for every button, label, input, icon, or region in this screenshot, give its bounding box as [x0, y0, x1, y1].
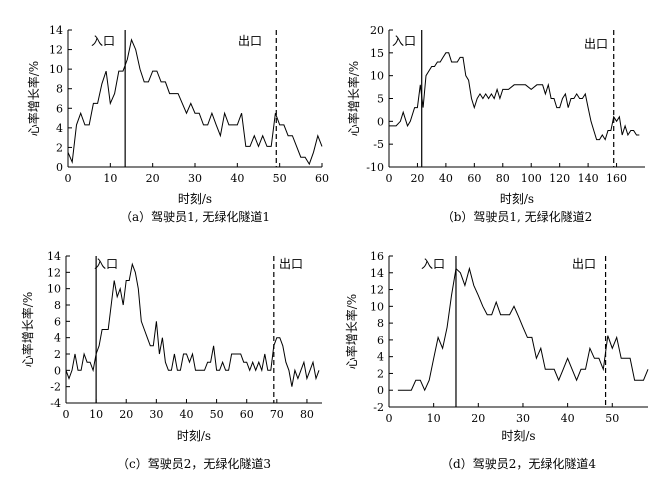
y-tick-label: 10 — [49, 63, 63, 76]
x-axis-label: 时刻/s — [501, 429, 535, 443]
series-line — [397, 266, 649, 392]
x-tick-label: 60 — [315, 172, 329, 185]
y-tick-label: 14 — [49, 24, 63, 37]
x-tick-label: 50 — [273, 172, 287, 185]
y-tick-label: 10 — [370, 70, 384, 83]
exit-label: 出口 — [238, 34, 262, 48]
x-tick-label: 40 — [230, 172, 244, 185]
y-tick-label: 4 — [54, 332, 61, 345]
y-tick-label: 12 — [49, 44, 63, 57]
y-tick-label: 8 — [54, 299, 61, 312]
x-tick-label: 60 — [240, 408, 254, 421]
y-tick-label: 0 — [54, 364, 61, 377]
x-tick-label: 160 — [606, 172, 627, 185]
entry-label: 入口 — [91, 34, 115, 48]
x-tick-label: 50 — [605, 412, 619, 425]
entry-label: 入口 — [94, 257, 118, 271]
y-tick-label: 0 — [377, 384, 384, 397]
y-tick-label: 15 — [370, 47, 384, 60]
y-tick-label: -2 — [373, 401, 384, 414]
y-tick-label: 16 — [370, 250, 384, 263]
y-tick-label: 6 — [377, 334, 384, 347]
x-tick-label: 0 — [65, 172, 72, 185]
x-tick-label: 140 — [578, 172, 599, 185]
x-axis-label: 时刻/s — [500, 192, 534, 206]
chart-caption: （b）驾驶员1, 无绿化隧道2 — [442, 209, 593, 224]
x-tick-label: 30 — [516, 412, 530, 425]
x-tick-label: 0 — [386, 412, 393, 425]
x-tick-label: 40 — [561, 412, 575, 425]
chart-caption: （c）驾驶员2，无绿化隧道3 — [117, 456, 271, 471]
y-tick-label: 10 — [370, 300, 384, 313]
series-line — [67, 38, 323, 166]
exit-label: 出口 — [279, 257, 303, 271]
x-tick-label: 40 — [179, 408, 193, 421]
x-tick-label: 30 — [149, 408, 163, 421]
x-tick-label: 0 — [63, 408, 70, 421]
x-tick-label: 20 — [471, 412, 485, 425]
y-tick-label: -2 — [50, 381, 61, 394]
x-tick-label: 10 — [103, 172, 117, 185]
x-tick-label: 40 — [439, 172, 453, 185]
y-tick-label: 12 — [370, 284, 384, 297]
chart-caption: （d）驾驶员2，无绿化隧道4 — [441, 456, 596, 471]
y-tick-label: 2 — [56, 141, 63, 154]
y-tick-label: 2 — [377, 367, 384, 380]
y-tick-label: -10 — [366, 161, 384, 174]
x-tick-label: 0 — [386, 172, 393, 185]
y-tick-label: 6 — [54, 315, 61, 328]
y-tick-label: 0 — [377, 115, 384, 128]
entry-label: 入口 — [421, 257, 445, 271]
entry-label: 入口 — [392, 34, 416, 48]
y-tick-label: -4 — [50, 397, 61, 410]
y-axis-label: 心率增长率/% — [344, 294, 359, 369]
x-tick-label: 80 — [300, 408, 314, 421]
x-axis-label: 时刻/s — [178, 192, 212, 206]
exit-label: 出口 — [584, 37, 608, 51]
x-tick-label: 120 — [549, 172, 570, 185]
y-axis-label: 心率增长率/% — [20, 292, 35, 367]
chart-panel-2: 0 20 40 60 80 100 120 140 160 -10 -5 0 5 10 15 20 入口 出口时刻… — [346, 24, 645, 224]
x-tick-label: 10 — [427, 412, 441, 425]
y-tick-label: 6 — [56, 102, 63, 115]
chart-caption: （a）驾驶员1, 无绿化隧道1 — [120, 209, 270, 224]
x-tick-label: 70 — [270, 408, 284, 421]
x-tick-label: 20 — [410, 172, 424, 185]
y-tick-label: 20 — [370, 24, 384, 37]
x-tick-label: 30 — [188, 172, 202, 185]
y-tick-label: 14 — [370, 267, 384, 280]
x-tick-label: 20 — [146, 172, 160, 185]
y-axis-label: 心率增长率/% — [346, 61, 361, 136]
x-tick-label: 80 — [496, 172, 510, 185]
x-tick-label: 20 — [119, 408, 133, 421]
x-axis-label: 时刻/s — [177, 429, 211, 443]
series-line — [389, 52, 640, 141]
y-tick-label: 14 — [47, 250, 61, 263]
y-tick-label: 0 — [56, 161, 63, 174]
y-tick-label: 2 — [54, 348, 61, 361]
y-tick-label: 4 — [377, 351, 384, 364]
y-axis-label: 心率增长率/% — [26, 61, 41, 136]
y-tick-label: 12 — [47, 266, 61, 279]
exit-label: 出口 — [572, 257, 596, 271]
y-tick-label: 5 — [377, 93, 384, 106]
y-tick-label: 10 — [47, 283, 61, 296]
chart-panel-3: 0 10 20 30 40 50 60 70 80 -4 -2 0 2 4 6 8 10 12 14 入口 出口时刻/s… — [20, 250, 322, 471]
series-line — [65, 262, 320, 387]
y-tick-label: -5 — [373, 138, 384, 151]
x-tick-label: 10 — [89, 408, 103, 421]
y-tick-label: 8 — [56, 83, 63, 96]
x-tick-label: 100 — [521, 172, 542, 185]
x-tick-label: 50 — [210, 408, 224, 421]
y-tick-label: 4 — [56, 122, 63, 135]
y-tick-label: 8 — [377, 317, 384, 330]
x-tick-label: 60 — [467, 172, 481, 185]
